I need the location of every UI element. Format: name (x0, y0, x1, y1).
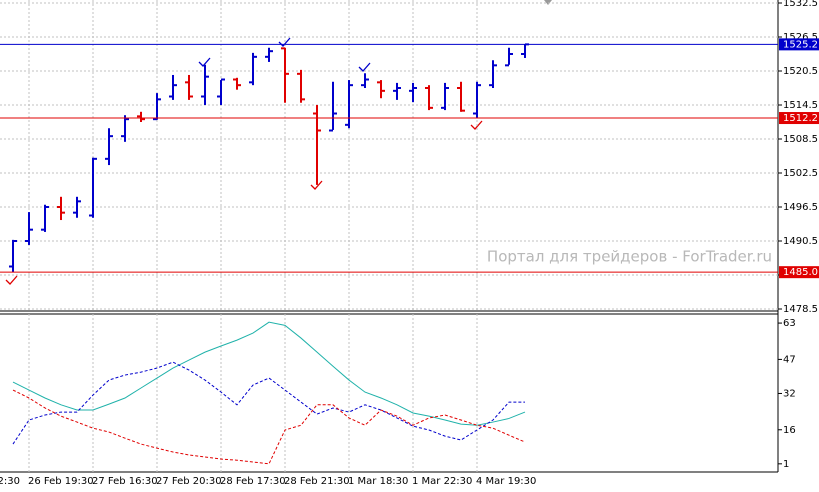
fractal-marks (5, 37, 483, 285)
fractal-mark (198, 57, 211, 67)
price-level-label: 1512.2 (783, 113, 818, 124)
y-tick-label: 16 (783, 425, 796, 436)
y-tick-label: 1526.5 (783, 32, 818, 43)
y-tick-label: 1520.5 (783, 66, 818, 77)
x-tick-label: 4 Mar 19:30 (476, 476, 536, 487)
x-tick-label: 1 Mar 22:30 (412, 476, 472, 487)
fractal-mark (278, 37, 291, 47)
y-tick-label: 1490.5 (783, 236, 818, 247)
y-tick-label: 47 (783, 354, 796, 365)
price-level-box (779, 112, 819, 125)
fractal-mark (470, 120, 483, 130)
y-tick-label: 1478.5 (783, 304, 818, 315)
y-tick-label: 1508.5 (783, 134, 818, 145)
price-level-box (779, 38, 819, 51)
x-tick-label: 28 Feb 17:30 (220, 476, 286, 487)
x-tick-label: 26 Feb 19:30 (28, 476, 94, 487)
price-level-box (779, 266, 819, 279)
indicator-line (12, 361, 525, 445)
fractal-mark (5, 275, 18, 285)
y-tick-label: 32 (783, 388, 796, 399)
fractal-mark (310, 180, 323, 190)
y-tick-label: 1496.5 (783, 202, 818, 213)
y-tick-label: 1 (783, 459, 789, 470)
x-tick-label: 27 Feb 20:30 (156, 476, 222, 487)
x-tick-label: 12:30 (0, 476, 20, 487)
y-tick-label: 1502.5 (783, 168, 818, 179)
x-tick-label: 28 Feb 21:30 (284, 476, 350, 487)
fractal-mark (358, 62, 371, 72)
x-tick-label: 1 Mar 18:30 (348, 476, 408, 487)
indicator-line (12, 321, 526, 426)
x-tick-label: 27 Feb 16:30 (92, 476, 158, 487)
y-tick-label: 1514.5 (783, 100, 818, 111)
price-level-label: 1485.0 (783, 267, 818, 278)
y-tick-label: 63 (783, 318, 796, 329)
y-tick-label: 1532.5 (783, 0, 818, 9)
price-level-label: 1525.2 (783, 39, 818, 50)
watermark: Портал для трейдеров - ForTrader.ru (487, 248, 772, 266)
